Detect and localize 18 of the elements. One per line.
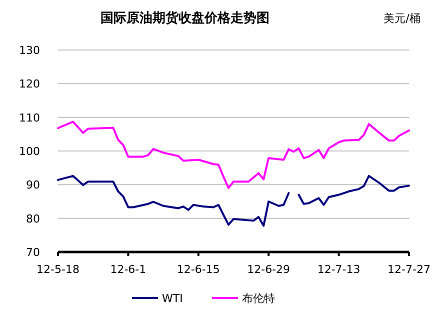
x-tick-label: 12-7-27	[388, 263, 430, 276]
chart-title: 国际原油期货收盘价格走势图	[100, 10, 270, 26]
legend-label: 布伦特	[242, 292, 275, 305]
x-tick-label: 12-5-18	[36, 263, 80, 276]
x-tick-label: 12-7-13	[317, 263, 360, 276]
y-tick-label: 130	[19, 44, 40, 57]
legend-label: WTI	[162, 292, 183, 305]
line-series	[57, 120, 410, 190]
y-axis-title: 美元/桶	[384, 12, 420, 25]
y-tick-label: 120	[19, 78, 40, 91]
y-tick-label: 100	[19, 145, 40, 158]
y-tick-label: 80	[26, 212, 40, 226]
y-tick-label: 70	[26, 246, 40, 259]
y-tick-label: 110	[19, 111, 40, 124]
x-tick-label: 12-6-15	[176, 263, 220, 276]
x-tick-label: 12-6-29	[247, 263, 290, 276]
y-tick-label: 90	[26, 178, 40, 192]
x-tick-label: 12-6-1	[110, 263, 146, 276]
